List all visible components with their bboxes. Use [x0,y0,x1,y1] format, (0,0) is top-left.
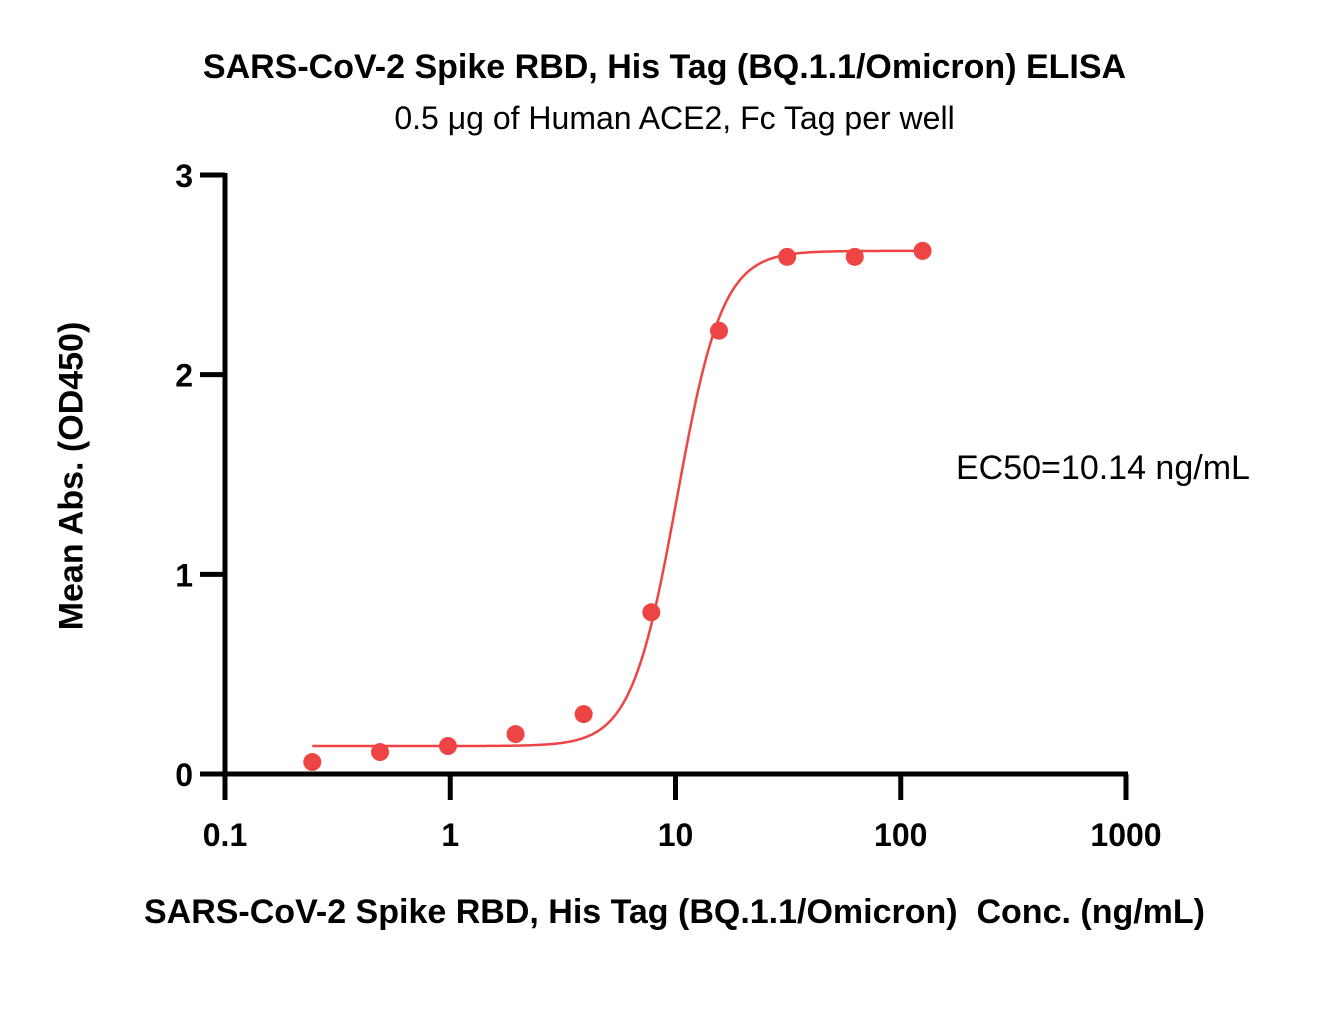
data-point [506,725,525,744]
x-tick-label: 0.1 [203,817,247,853]
x-tick-label: 10 [658,817,694,853]
y-tick-label: 2 [175,358,193,394]
chart-subtitle: 0.5 μg of Human ACE2, Fc Tag per well [394,100,955,136]
data-point [642,603,661,622]
fit-curve [312,249,923,748]
data-point [371,743,390,762]
x-axis-label: SARS-CoV-2 Spike RBD, His Tag (BQ.1.1/Om… [143,893,1206,931]
data-point [845,247,864,266]
data-point [710,321,729,340]
data-point [778,247,797,266]
chart-title: SARS-CoV-2 Spike RBD, His Tag (BQ.1.1/Om… [202,48,1127,86]
data-point [303,753,322,772]
x-tick-label: 100 [874,817,927,853]
y-tick-label: 1 [175,557,193,593]
y-tick-label: 3 [175,158,193,194]
x-tick-label: 1000 [1090,817,1161,853]
data-point [574,705,593,724]
x-tick-label: 1 [441,817,459,853]
data-point [438,737,457,756]
data-point [913,241,932,260]
ec50-annotation: EC50=10.14 ng/mL [956,449,1250,487]
y-tick-label: 0 [175,757,193,793]
